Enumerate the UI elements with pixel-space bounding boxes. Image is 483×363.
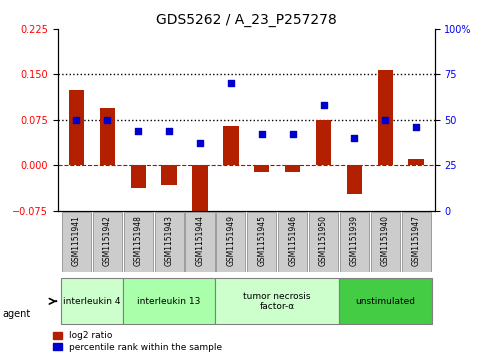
FancyBboxPatch shape: [123, 278, 215, 324]
Point: [196, 140, 204, 146]
Point: [382, 117, 389, 123]
Text: GSM1151947: GSM1151947: [412, 216, 421, 266]
Bar: [285, 165, 300, 172]
Bar: [192, 165, 208, 217]
Text: unstimulated: unstimulated: [355, 297, 415, 306]
FancyBboxPatch shape: [339, 278, 432, 324]
FancyBboxPatch shape: [216, 212, 245, 272]
Point: [412, 124, 420, 130]
Text: GSM1151943: GSM1151943: [165, 216, 173, 266]
Bar: [130, 165, 146, 188]
Point: [320, 102, 327, 108]
Text: GSM1151946: GSM1151946: [288, 216, 297, 266]
Point: [72, 117, 80, 123]
FancyBboxPatch shape: [402, 212, 431, 272]
Text: GSM1151949: GSM1151949: [227, 216, 235, 266]
Point: [351, 135, 358, 141]
FancyBboxPatch shape: [340, 212, 369, 272]
Bar: [161, 165, 177, 185]
Text: GSM1151939: GSM1151939: [350, 216, 359, 266]
Text: GSM1151950: GSM1151950: [319, 216, 328, 266]
Bar: [378, 70, 393, 165]
FancyBboxPatch shape: [371, 212, 400, 272]
Text: GSM1151941: GSM1151941: [72, 216, 81, 266]
FancyBboxPatch shape: [62, 212, 91, 272]
Legend: log2 ratio, percentile rank within the sample: log2 ratio, percentile rank within the s…: [53, 331, 222, 352]
Text: GSM1151940: GSM1151940: [381, 216, 390, 266]
FancyBboxPatch shape: [215, 278, 339, 324]
FancyBboxPatch shape: [247, 212, 276, 272]
Point: [258, 131, 266, 137]
Text: tumor necrosis
factor-α: tumor necrosis factor-α: [243, 291, 311, 311]
Text: GSM1151948: GSM1151948: [134, 216, 143, 266]
Text: interleukin 4: interleukin 4: [63, 297, 121, 306]
Text: agent: agent: [2, 309, 30, 319]
Text: interleukin 13: interleukin 13: [138, 297, 201, 306]
FancyBboxPatch shape: [93, 212, 122, 272]
Bar: [223, 126, 239, 165]
FancyBboxPatch shape: [124, 212, 153, 272]
Text: GSM1151942: GSM1151942: [103, 216, 112, 266]
Title: GDS5262 / A_23_P257278: GDS5262 / A_23_P257278: [156, 13, 337, 26]
Bar: [254, 165, 270, 172]
Bar: [316, 120, 331, 165]
Point: [103, 117, 111, 123]
Bar: [347, 165, 362, 194]
FancyBboxPatch shape: [155, 212, 184, 272]
Point: [165, 128, 173, 134]
Point: [134, 128, 142, 134]
Bar: [99, 108, 115, 165]
FancyBboxPatch shape: [61, 278, 123, 324]
Text: GSM1151945: GSM1151945: [257, 216, 266, 266]
Point: [227, 81, 235, 86]
Bar: [69, 90, 84, 165]
Bar: [409, 159, 424, 165]
FancyBboxPatch shape: [309, 212, 338, 272]
Point: [289, 131, 297, 137]
Text: GSM1151944: GSM1151944: [196, 216, 204, 266]
FancyBboxPatch shape: [278, 212, 307, 272]
FancyBboxPatch shape: [185, 212, 214, 272]
